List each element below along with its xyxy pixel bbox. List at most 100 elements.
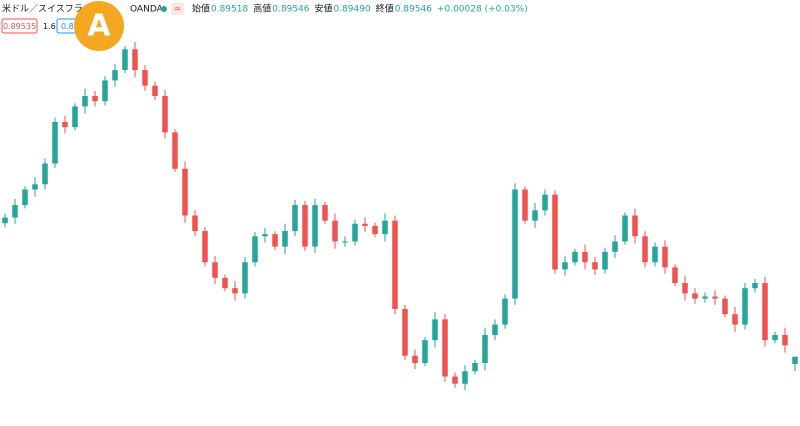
candle-body (22, 189, 28, 206)
candle-body (462, 371, 468, 384)
candle-body (782, 334, 788, 346)
candle-body (282, 231, 288, 247)
candle-body (522, 189, 528, 221)
candle-body (472, 362, 478, 372)
candle-body (402, 308, 408, 356)
candle-body (262, 234, 268, 237)
candle-body (392, 220, 398, 309)
candle-body (532, 210, 538, 221)
candle-body (792, 356, 798, 365)
candle-body (62, 121, 68, 128)
broker: OANDA (130, 5, 164, 15)
candle-body (162, 96, 168, 133)
stat-value: 0.89546 (272, 5, 309, 15)
candle-body (142, 70, 148, 86)
candle-body (312, 205, 318, 247)
change: +0.00028 (+0.03%) (437, 5, 528, 15)
candle-body (372, 225, 378, 235)
badge (74, 1, 124, 51)
candle-body (412, 355, 418, 363)
candle-body (722, 298, 728, 315)
candle-body (762, 283, 768, 341)
candle-body (732, 314, 738, 325)
candle-body (752, 283, 758, 289)
candle-body (712, 296, 718, 299)
candle-body (72, 106, 78, 128)
candle-body (242, 262, 248, 294)
stat-label: 始値 (192, 3, 210, 15)
symbol: 米ドル／スイスフラ (2, 3, 83, 15)
stat-value: 0.89518 (211, 5, 248, 15)
stat-value: 0.89546 (395, 5, 432, 15)
candle-body (232, 288, 238, 294)
stat-label: 高値 (253, 3, 271, 15)
candle-body (2, 217, 8, 224)
candle-body (572, 251, 578, 263)
flag-box (171, 3, 184, 15)
candle-body (322, 205, 328, 221)
candle-body (132, 49, 138, 71)
candle-body (632, 215, 638, 237)
candle-body (672, 267, 678, 284)
candle-body (272, 234, 278, 247)
candle-body (422, 340, 428, 363)
stat-label: 終値 (376, 3, 394, 15)
candle-body (202, 231, 208, 263)
candle-body (612, 241, 618, 252)
candle-body (482, 334, 488, 363)
candles (2, 42, 798, 390)
candle-body (12, 205, 18, 218)
candle-body (562, 262, 568, 270)
candle-body (212, 262, 218, 278)
sell-box[interactable] (1, 18, 38, 34)
candle-body (302, 205, 308, 247)
candle-body (172, 132, 178, 169)
badge-letter: A (87, 9, 111, 44)
candle-body (32, 184, 38, 190)
candle-body (552, 194, 558, 270)
candle-body (352, 223, 358, 242)
candle-body (82, 96, 88, 107)
candle-body (432, 319, 438, 341)
candle-body (772, 334, 778, 341)
sell-price[interactable]: 0.89535 (3, 22, 36, 31)
candle-body (182, 168, 188, 216)
candle-body (222, 277, 228, 289)
candle-body (542, 194, 548, 211)
candle-body (502, 298, 508, 325)
candle-body (92, 96, 98, 102)
candle-body (512, 189, 518, 299)
candle-body (652, 246, 658, 263)
candle-body (692, 293, 698, 299)
candle-body (122, 49, 128, 71)
candle-body (602, 251, 608, 270)
candle-body (642, 236, 648, 263)
candle-body (592, 262, 598, 270)
candle-body (682, 283, 688, 294)
candle-body (742, 288, 748, 325)
candle-body (152, 85, 158, 97)
candle-body (52, 121, 58, 164)
candle-body (342, 241, 348, 243)
spread: 1.6 (43, 22, 56, 31)
candle-body (332, 220, 338, 242)
stat-label: 安値 (314, 3, 332, 15)
stats: 始値 0.89518 高値 0.89546 安値 0.89490 終値 0.89546 +0.0… (192, 3, 528, 15)
stat-value: 0.89490 (333, 5, 370, 15)
candle-body (42, 163, 48, 185)
candle-body (112, 70, 118, 81)
candle-body (252, 236, 258, 263)
status-dot (161, 6, 167, 12)
candle-body (442, 319, 448, 377)
candle-body (192, 215, 198, 232)
buy-price[interactable]: 0.89 (61, 22, 79, 31)
candle-body (662, 246, 668, 268)
flag: ≈ (174, 5, 182, 15)
candle-body (492, 324, 498, 335)
candle-body (582, 251, 588, 263)
candle-body (702, 296, 708, 299)
candle-body (622, 215, 628, 242)
candle-body (102, 80, 108, 102)
